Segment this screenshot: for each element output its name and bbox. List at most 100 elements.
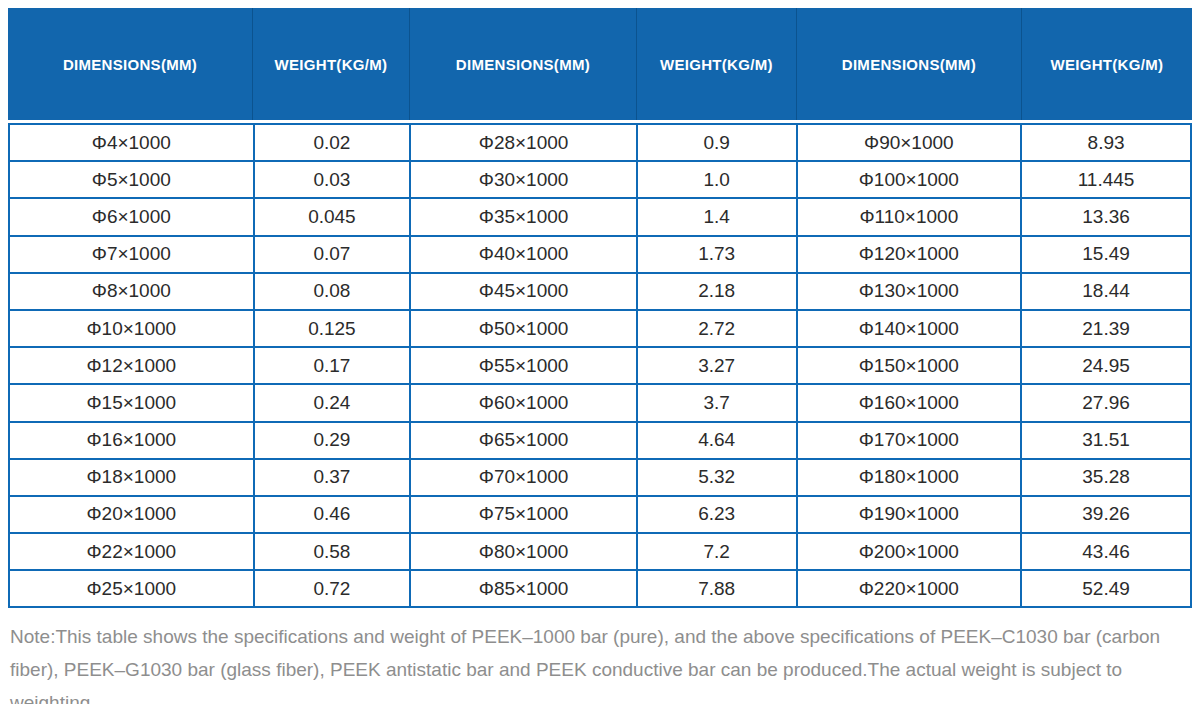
weight-cell: 15.49 — [1021, 236, 1191, 273]
dimension-cell: Φ85×1000 — [410, 570, 637, 607]
weight-cell: 0.02 — [254, 124, 411, 161]
dimension-cell: Φ5×1000 — [9, 161, 254, 198]
dimension-cell: Φ30×1000 — [410, 161, 637, 198]
weight-cell: 0.125 — [254, 310, 411, 347]
dimension-cell: Φ16×1000 — [9, 422, 254, 459]
weight-cell: 0.72 — [254, 570, 411, 607]
weight-cell: 2.72 — [637, 310, 797, 347]
table-header-row: DIMENSIONS(MM)WEIGHT(KG/M)DIMENSIONS(MM)… — [8, 8, 1192, 120]
header-cell-weight: WEIGHT(KG/M) — [1022, 8, 1192, 120]
weight-cell: 13.36 — [1021, 198, 1191, 235]
dimension-cell: Φ65×1000 — [410, 422, 637, 459]
table-row: Φ7×10000.07Φ40×10001.73Φ120×100015.49 — [9, 236, 1191, 273]
weight-cell: 39.26 — [1021, 496, 1191, 533]
table-row: Φ20×10000.46Φ75×10006.23Φ190×100039.26 — [9, 496, 1191, 533]
dimension-cell: Φ110×1000 — [797, 198, 1022, 235]
header-cell-weight: WEIGHT(KG/M) — [637, 8, 797, 120]
table-row: Φ18×10000.37Φ70×10005.32Φ180×100035.28 — [9, 459, 1191, 496]
weight-cell: 5.32 — [637, 459, 797, 496]
weight-cell: 0.03 — [254, 161, 411, 198]
table-row: Φ6×10000.045Φ35×10001.4Φ110×100013.36 — [9, 198, 1191, 235]
dimension-cell: Φ25×1000 — [9, 570, 254, 607]
dimension-cell: Φ55×1000 — [410, 347, 637, 384]
weight-cell: 27.96 — [1021, 384, 1191, 421]
table-row: Φ5×10000.03Φ30×10001.0Φ100×100011.445 — [9, 161, 1191, 198]
weight-cell: 21.39 — [1021, 310, 1191, 347]
dimension-cell: Φ190×1000 — [797, 496, 1022, 533]
peek-bar-spec-page: DIMENSIONS(MM)WEIGHT(KG/M)DIMENSIONS(MM)… — [0, 0, 1200, 704]
weight-cell: 52.49 — [1021, 570, 1191, 607]
dimension-cell: Φ160×1000 — [797, 384, 1022, 421]
dimension-cell: Φ45×1000 — [410, 273, 637, 310]
dimension-cell: Φ80×1000 — [410, 533, 637, 570]
table-row: Φ8×10000.08Φ45×10002.18Φ130×100018.44 — [9, 273, 1191, 310]
dimension-cell: Φ7×1000 — [9, 236, 254, 273]
weight-cell: 0.29 — [254, 422, 411, 459]
dimension-cell: Φ90×1000 — [797, 124, 1022, 161]
dimension-cell: Φ170×1000 — [797, 422, 1022, 459]
weight-cell: 0.46 — [254, 496, 411, 533]
dimension-cell: Φ70×1000 — [410, 459, 637, 496]
weight-cell: 4.64 — [637, 422, 797, 459]
dimension-cell: Φ50×1000 — [410, 310, 637, 347]
dimension-cell: Φ35×1000 — [410, 198, 637, 235]
table-row: Φ4×10000.02Φ28×10000.9Φ90×10008.93 — [9, 124, 1191, 161]
header-cell-weight: WEIGHT(KG/M) — [253, 8, 410, 120]
weight-cell: 8.93 — [1021, 124, 1191, 161]
weight-cell: 2.18 — [637, 273, 797, 310]
weight-cell: 7.88 — [637, 570, 797, 607]
weight-cell: 24.95 — [1021, 347, 1191, 384]
header-cell-dimensions: DIMENSIONS(MM) — [410, 8, 637, 120]
table-row: Φ10×10000.125Φ50×10002.72Φ140×100021.39 — [9, 310, 1191, 347]
weight-cell: 0.9 — [637, 124, 797, 161]
dimension-cell: Φ60×1000 — [410, 384, 637, 421]
table-row: Φ12×10000.17Φ55×10003.27Φ150×100024.95 — [9, 347, 1191, 384]
weight-cell: 7.2 — [637, 533, 797, 570]
weight-cell: 1.4 — [637, 198, 797, 235]
dimension-cell: Φ15×1000 — [9, 384, 254, 421]
weight-cell: 11.445 — [1021, 161, 1191, 198]
weight-cell: 18.44 — [1021, 273, 1191, 310]
dimension-cell: Φ220×1000 — [797, 570, 1022, 607]
table-row: Φ15×10000.24Φ60×10003.7Φ160×100027.96 — [9, 384, 1191, 421]
dimension-cell: Φ22×1000 — [9, 533, 254, 570]
weight-cell: 0.08 — [254, 273, 411, 310]
table-row: Φ25×10000.72Φ85×10007.88Φ220×100052.49 — [9, 570, 1191, 607]
weight-cell: 0.37 — [254, 459, 411, 496]
dimension-cell: Φ4×1000 — [9, 124, 254, 161]
dimension-cell: Φ10×1000 — [9, 310, 254, 347]
weight-cell: 3.27 — [637, 347, 797, 384]
dimension-cell: Φ12×1000 — [9, 347, 254, 384]
dimension-cell: Φ140×1000 — [797, 310, 1022, 347]
dimension-cell: Φ20×1000 — [9, 496, 254, 533]
dimension-cell: Φ75×1000 — [410, 496, 637, 533]
weight-cell: 1.0 — [637, 161, 797, 198]
weight-cell: 35.28 — [1021, 459, 1191, 496]
weight-cell: 0.58 — [254, 533, 411, 570]
weight-cell: 6.23 — [637, 496, 797, 533]
weight-cell: 0.24 — [254, 384, 411, 421]
dimension-cell: Φ180×1000 — [797, 459, 1022, 496]
header-cell-dimensions: DIMENSIONS(MM) — [797, 8, 1022, 120]
spec-table: Φ4×10000.02Φ28×10000.9Φ90×10008.93Φ5×100… — [8, 123, 1192, 608]
dimension-cell: Φ8×1000 — [9, 273, 254, 310]
table-row: Φ22×10000.58Φ80×10007.2Φ200×100043.46 — [9, 533, 1191, 570]
dimension-cell: Φ6×1000 — [9, 198, 254, 235]
dimension-cell: Φ40×1000 — [410, 236, 637, 273]
dimension-cell: Φ28×1000 — [410, 124, 637, 161]
note-text: Note:This table shows the specifications… — [8, 620, 1192, 704]
dimension-cell: Φ150×1000 — [797, 347, 1022, 384]
weight-cell: 0.045 — [254, 198, 411, 235]
dimension-cell: Φ120×1000 — [797, 236, 1022, 273]
weight-cell: 0.07 — [254, 236, 411, 273]
weight-cell: 43.46 — [1021, 533, 1191, 570]
weight-cell: 1.73 — [637, 236, 797, 273]
table-row: Φ16×10000.29Φ65×10004.64Φ170×100031.51 — [9, 422, 1191, 459]
header-cell-dimensions: DIMENSIONS(MM) — [8, 8, 253, 120]
dimension-cell: Φ18×1000 — [9, 459, 254, 496]
dimension-cell: Φ200×1000 — [797, 533, 1022, 570]
dimension-cell: Φ130×1000 — [797, 273, 1022, 310]
dimension-cell: Φ100×1000 — [797, 161, 1022, 198]
weight-cell: 3.7 — [637, 384, 797, 421]
weight-cell: 0.17 — [254, 347, 411, 384]
